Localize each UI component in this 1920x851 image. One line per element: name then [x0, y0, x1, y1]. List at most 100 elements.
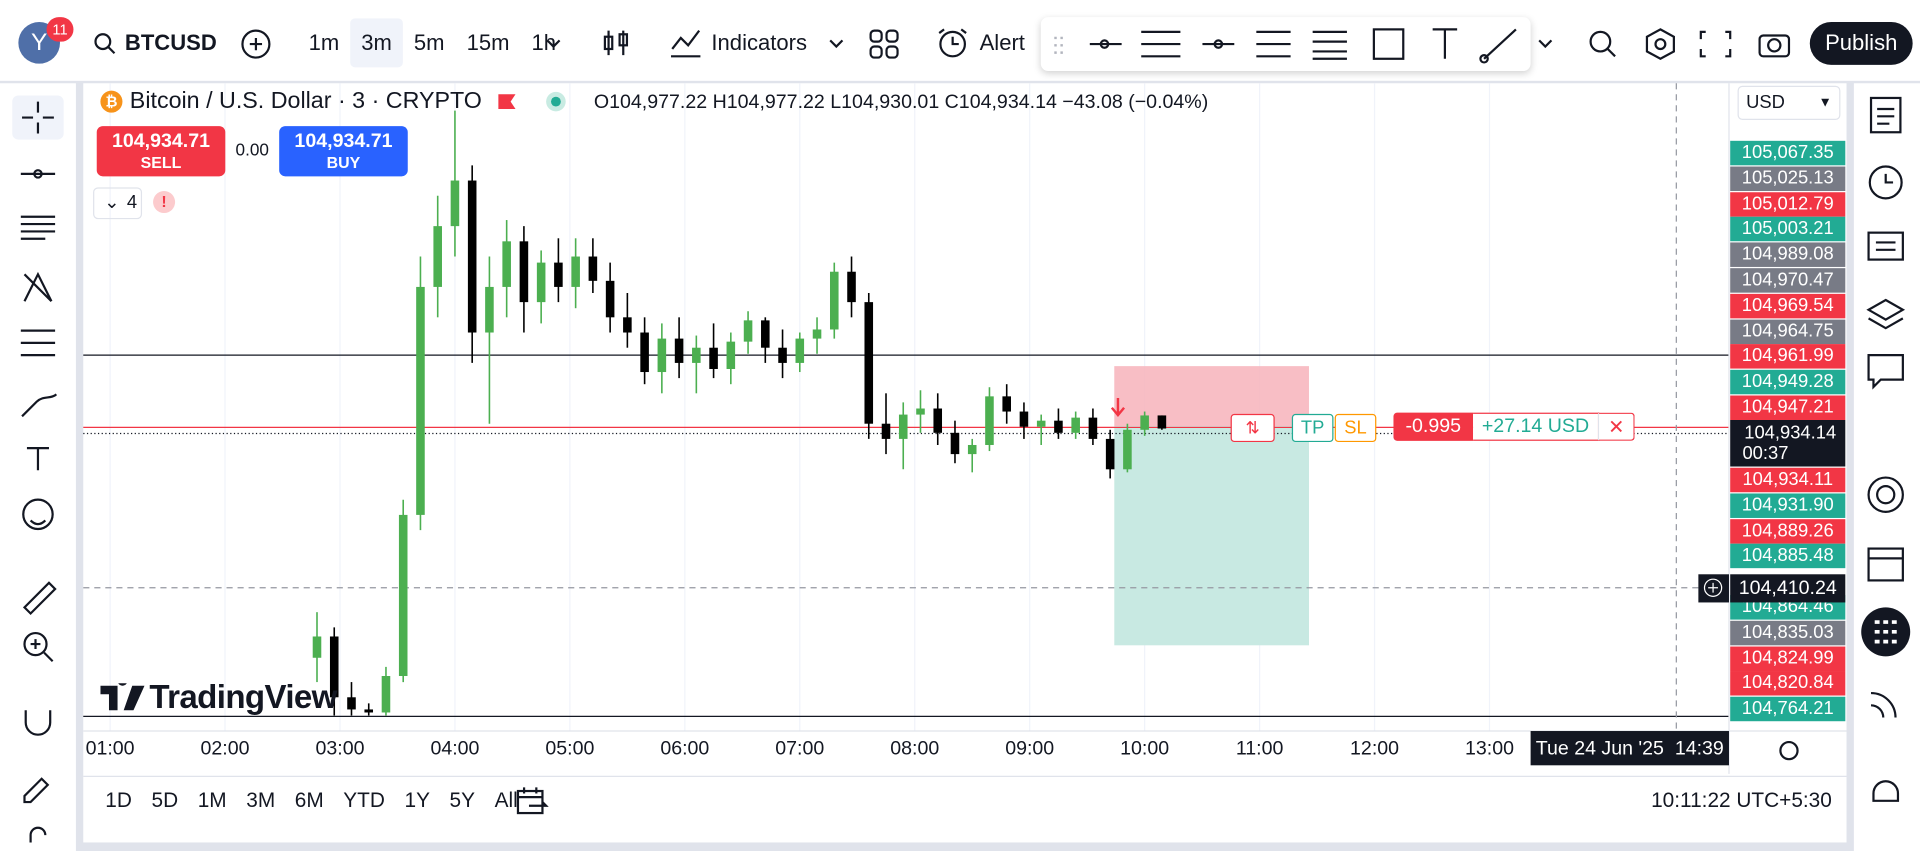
settings-icon[interactable]: [1779, 740, 1799, 761]
candle-body: [692, 347, 701, 363]
price-tag: 104,889.26: [1730, 518, 1846, 544]
publish-button[interactable]: Publish: [1809, 22, 1913, 65]
drawing-toolbar: [1040, 17, 1531, 72]
x-tick-label: 11:00: [1236, 738, 1284, 760]
x-tick-label: 13:00: [1465, 738, 1514, 760]
range-button[interactable]: 5D: [151, 788, 179, 812]
interval-button[interactable]: 3m: [350, 18, 403, 68]
range-button[interactable]: YTD: [343, 788, 385, 812]
range-button[interactable]: 6M: [294, 788, 324, 812]
candle-body: [795, 338, 805, 363]
candle-body: [433, 226, 442, 287]
candle-body: [398, 514, 408, 677]
candle-body: [1071, 417, 1080, 433]
price-tag: 104,934.11: [1730, 467, 1846, 493]
layouts-icon[interactable]: [868, 28, 900, 60]
price-tag: 105,067.35: [1730, 140, 1846, 166]
price-tag: 104,885.48: [1730, 544, 1846, 569]
right-sidebar: [1853, 83, 1920, 851]
indicators-toggle[interactable]: ⌄ 4: [93, 187, 143, 220]
buy-button[interactable]: 104,934.71 BUY: [279, 126, 408, 177]
candle-body: [554, 262, 563, 287]
price-tag: 105,012.79: [1730, 191, 1846, 217]
sl-button[interactable]: SL: [1334, 413, 1377, 443]
price-tag: 104,970.47: [1730, 268, 1846, 293]
candle-body: [916, 408, 925, 415]
x-tick-label: 08:00: [890, 738, 939, 760]
range-button[interactable]: 1M: [197, 788, 227, 812]
candle-body: [1105, 438, 1115, 470]
x-tick-label: 10:00: [1120, 738, 1169, 760]
indicators-button[interactable]: Indicators: [711, 30, 807, 55]
range-button[interactable]: 3M: [246, 788, 276, 812]
candle-body: [1036, 420, 1046, 427]
interval-button[interactable]: 1h: [531, 30, 557, 56]
candle-body: [967, 444, 977, 455]
candle-body: [605, 280, 615, 318]
alert-icon[interactable]: [936, 26, 970, 60]
price-tag: 104,820.84: [1730, 671, 1846, 696]
price-tag: 104,824.99: [1730, 646, 1846, 671]
candle-body: [657, 338, 667, 373]
candle-body: [812, 329, 822, 339]
add-icon: [1708, 582, 1718, 593]
position-quantity: -0.995: [1393, 412, 1474, 441]
range-button[interactable]: 5Y: [449, 788, 476, 812]
chevron[interactable]: [544, 34, 564, 54]
close-position[interactable]: ✕: [1597, 412, 1635, 441]
candle-body: [950, 432, 960, 455]
chevron[interactable]: [1536, 34, 1556, 54]
crosshair-time: Tue 24 Jun '25 14:39: [1536, 738, 1724, 760]
range-button[interactable]: 1D: [105, 788, 132, 812]
coin-icon: ₿: [100, 90, 123, 113]
currency-select[interactable]: USD ▼: [1737, 85, 1841, 121]
indicators-icon[interactable]: [669, 27, 703, 59]
watermark: TradingView: [100, 678, 337, 716]
x-tick-label: 03:00: [315, 738, 364, 760]
range-button[interactable]: All: [494, 788, 518, 812]
sell-label: SELL: [140, 153, 182, 172]
buy-label: BUY: [326, 153, 361, 172]
crosshair-time-box: [1530, 731, 1729, 766]
interval-button[interactable]: 15m: [466, 30, 510, 56]
current-price: 104,934.14: [1744, 422, 1837, 444]
chevron[interactable]: [827, 34, 847, 54]
x-tick-label: 04:00: [430, 738, 479, 760]
candle-body: [588, 256, 598, 281]
candle-body: [364, 709, 374, 713]
candle-body: [726, 341, 736, 369]
date-range-icon[interactable]: [514, 785, 549, 817]
chart-type-icon[interactable]: [600, 27, 632, 59]
interval-button[interactable]: 1m: [308, 30, 340, 56]
candle-body: [485, 286, 494, 333]
candle-body: [381, 676, 391, 713]
x-tick-label: 06:00: [660, 738, 709, 760]
watermark-text: TradingView: [149, 678, 337, 716]
range-button[interactable]: 1Y: [404, 788, 430, 812]
sell-arrow: [1110, 397, 1126, 418]
x-tick-label: 05:00: [545, 738, 594, 760]
candle-body: [881, 423, 891, 439]
candle-body: [778, 347, 787, 363]
candle-body: [623, 317, 632, 333]
candle-body: [761, 320, 770, 348]
status-icons: [498, 91, 566, 112]
alert-button[interactable]: Alert: [979, 30, 1025, 55]
candle-body: [1019, 411, 1029, 427]
reverse-button[interactable]: ⇅: [1230, 413, 1275, 443]
price-tag: 104,961.99: [1730, 344, 1846, 370]
error-icon[interactable]: !: [153, 191, 176, 214]
tp-button[interactable]: TP: [1291, 413, 1334, 443]
candle-body: [1140, 415, 1149, 430]
price-tag: 104,931.90: [1730, 493, 1846, 518]
interval-button[interactable]: 5m: [413, 30, 445, 56]
compare-button[interactable]: [240, 28, 272, 60]
clock: 10:11:22 UTC+5:30: [1651, 788, 1832, 812]
candle-body: [467, 180, 477, 333]
indicators-count: 4: [126, 192, 138, 214]
candle-body: [640, 332, 649, 373]
top-bar: [0, 0, 1920, 81]
candle-body: [864, 302, 874, 424]
symbol[interactable]: BTCUSD: [124, 30, 217, 55]
sell-button[interactable]: 104,934.71 SELL: [96, 126, 226, 177]
